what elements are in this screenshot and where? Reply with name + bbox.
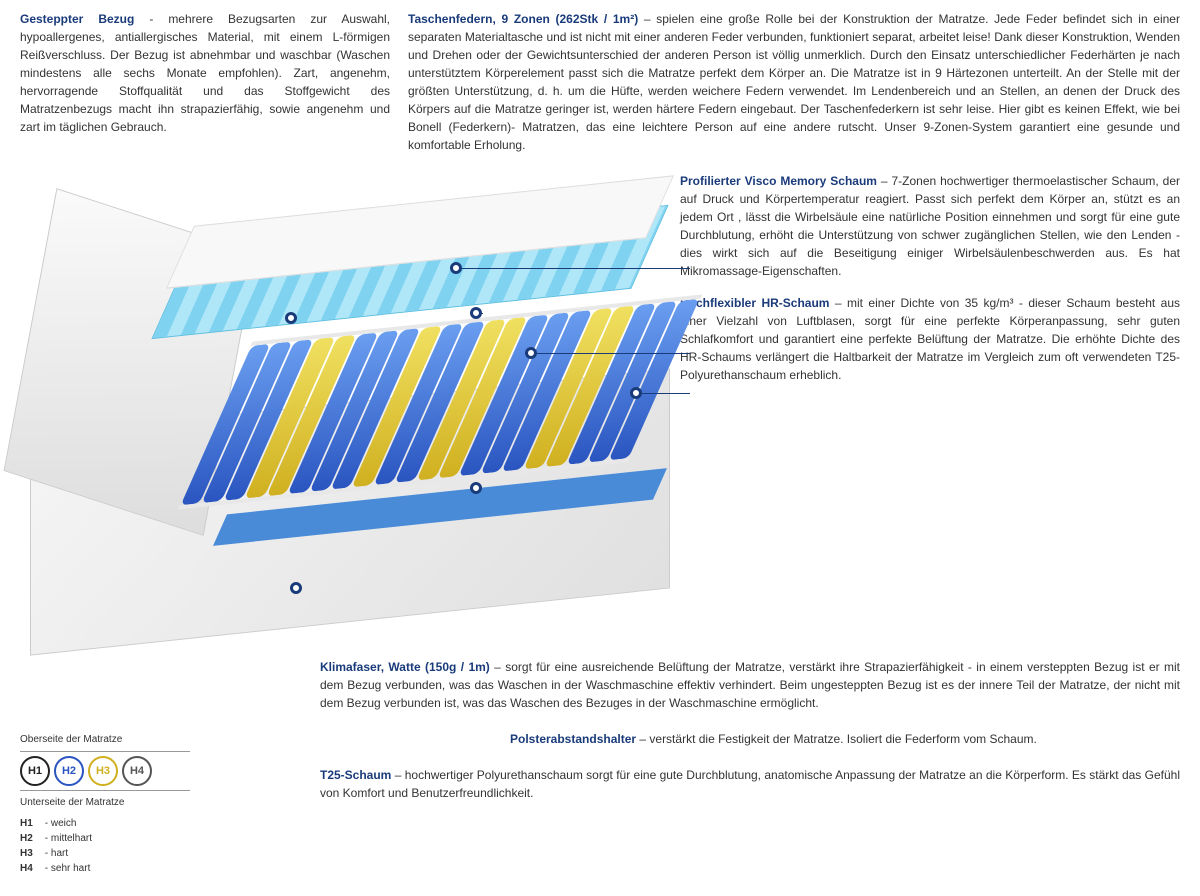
- hardness-desc-h2: H2 - mittelhart: [20, 831, 190, 846]
- polster-text: verstärkt die Festigkeit der Matratze. I…: [649, 732, 1036, 746]
- dot-hr: [525, 347, 537, 359]
- hardness-desc-h4: H4 - sehr hart: [20, 861, 190, 876]
- visco-title: Profilierter Visco Memory Schaum: [680, 174, 877, 188]
- t25-text: hochwertiger Polyurethanschaum sorgt für…: [320, 768, 1180, 800]
- section-bezug: Gesteppter Bezug - mehrere Bezugsarten z…: [20, 10, 390, 154]
- section-t25: T25-Schaum – hochwertiger Polyurethansch…: [20, 766, 1180, 802]
- mattress-diagram: [20, 162, 680, 652]
- hardness-desc-h3: H3 - hart: [20, 846, 190, 861]
- t25-title: T25-Schaum: [320, 768, 391, 782]
- bezug-text: mehrere Bezugsarten zur Auswahl, hypoall…: [20, 12, 390, 134]
- federn-text: spielen eine große Rolle bei der Konstru…: [408, 12, 1180, 152]
- section-federn: Taschenfedern, 9 Zonen (262Stk / 1m²) – …: [408, 10, 1180, 154]
- polster-title: Polsterabstandshalter: [510, 732, 636, 746]
- hardness-circle-h1: H1: [20, 756, 50, 786]
- section-hr: Hochflexibler HR-Schaum – mit einer Dich…: [680, 294, 1180, 384]
- hardness-desc-h1: H1 - weich: [20, 816, 190, 831]
- hr-title: Hochflexibler HR-Schaum: [680, 296, 829, 310]
- dot-federn: [470, 307, 482, 319]
- hardness-top-label: Oberseite der Matratze: [20, 732, 190, 747]
- dot-visco: [450, 262, 462, 274]
- section-polster: Polsterabstandshalter – verstärkt die Fe…: [20, 730, 1180, 748]
- hardness-legend: Oberseite der Matratze H1H2H3H4 Untersei…: [20, 732, 190, 876]
- section-visco: Profilierter Visco Memory Schaum – 7-Zon…: [680, 172, 1180, 280]
- dot-t25: [290, 582, 302, 594]
- hardness-circle-h3: H3: [88, 756, 118, 786]
- section-klima: Klimafaser, Watte (150g / 1m) – sorgt fü…: [20, 658, 1180, 712]
- hardness-circle-h4: H4: [122, 756, 152, 786]
- klima-title: Klimafaser, Watte (150g / 1m): [320, 660, 490, 674]
- dot-polster: [470, 482, 482, 494]
- bezug-title: Gesteppter Bezug: [20, 12, 134, 26]
- hardness-bottom-label: Unterseite der Matratze: [20, 795, 190, 810]
- dot-bezug: [285, 312, 297, 324]
- visco-text: 7-Zonen hochwertiger thermoelastischer S…: [680, 174, 1180, 278]
- federn-title: Taschenfedern, 9 Zonen (262Stk / 1m²): [408, 12, 638, 26]
- dot-klima: [630, 387, 642, 399]
- hardness-circle-h2: H2: [54, 756, 84, 786]
